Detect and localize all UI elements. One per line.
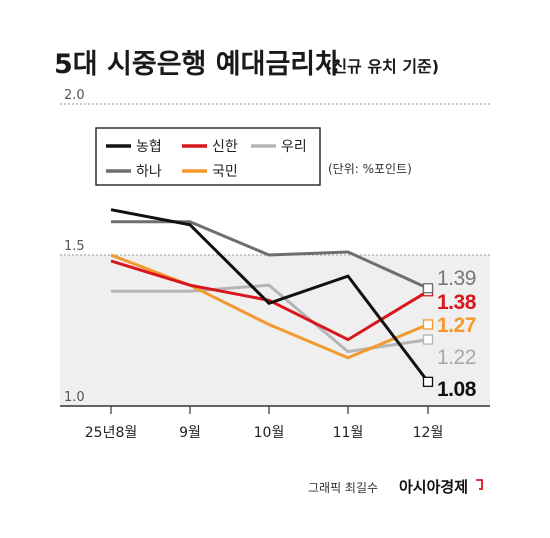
- credit-text: 그래픽 최길수: [308, 481, 378, 495]
- end-label-농협: 1.08: [437, 378, 477, 401]
- unit-label: (단위: %포인트): [328, 162, 412, 176]
- x-axis: 25년8월 9월 10월 11월 12월: [85, 406, 444, 441]
- series-lines: [110, 208, 430, 383]
- y-tick-label: 1.5: [64, 239, 85, 254]
- chart-title: 5대 시중은행 예대금리차: [54, 49, 340, 80]
- y-tick-label: 2.0: [64, 88, 85, 103]
- y-axis: 2.0 1.5 1.0: [64, 88, 85, 405]
- y-tick-label: 1.0: [64, 390, 85, 405]
- x-tick-label: 10월: [254, 425, 285, 441]
- brand-name: 아시아경제: [399, 478, 468, 496]
- x-tick-label: 12월: [413, 425, 444, 441]
- series-line-농협: [110, 208, 430, 383]
- legend-label-하나: 하나: [136, 164, 162, 180]
- legend-label-우리: 우리: [281, 139, 307, 155]
- chart-subtitle: (신규 유치 기준): [325, 57, 439, 76]
- series-line-신한: [110, 259, 429, 342]
- legend-label-국민: 국민: [212, 164, 238, 180]
- end-marker-하나: [422, 283, 434, 294]
- brand-mark-icon: [476, 479, 483, 490]
- end-markers: [422, 283, 434, 387]
- end-label-국민: 1.27: [437, 314, 476, 337]
- x-tick-label: 9월: [179, 425, 201, 441]
- end-label-우리: 1.22: [437, 346, 476, 369]
- series-line-국민: [110, 253, 429, 360]
- plot-area: [60, 255, 490, 406]
- end-labels: 1.08 1.38 1.22 1.39 1.27: [437, 267, 477, 401]
- end-marker-국민: [422, 319, 434, 330]
- end-marker-우리: [422, 334, 434, 345]
- plot-shade: [60, 255, 490, 406]
- end-label-하나: 1.39: [437, 267, 476, 290]
- legend-label-신한: 신한: [212, 139, 238, 155]
- end-marker-농협: [422, 376, 434, 387]
- end-label-신한: 1.38: [437, 291, 477, 314]
- legend-box: [95, 127, 321, 186]
- gridlines: [60, 103, 490, 407]
- legend-label-농협: 농협: [136, 139, 162, 155]
- series-line-하나: [111, 220, 429, 290]
- x-tick-label: 25년8월: [85, 425, 137, 441]
- x-tick-label: 11월: [333, 425, 364, 441]
